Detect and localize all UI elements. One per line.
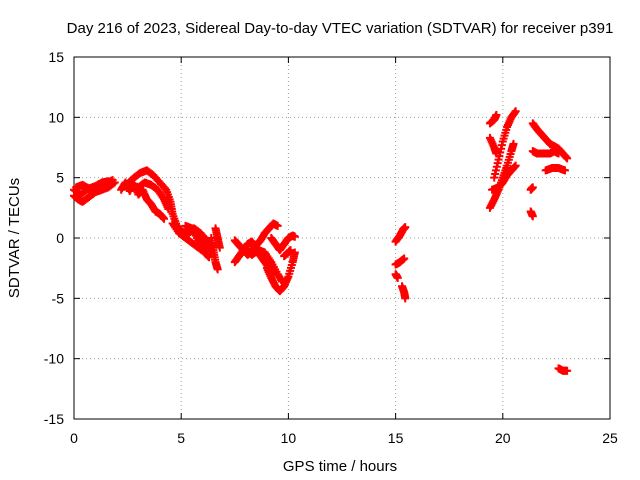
y-tick-label: 0 [56, 230, 64, 246]
data-point [104, 177, 113, 186]
y-tick-label: -10 [44, 351, 64, 367]
data-point [401, 223, 410, 232]
data-point [160, 214, 169, 223]
y-tick-label: 15 [48, 49, 64, 65]
data-point [563, 154, 572, 163]
data-point [401, 294, 410, 303]
data-point [273, 221, 282, 230]
data-point [215, 243, 224, 252]
x-tick-label: 15 [388, 430, 404, 446]
x-axis-label: GPS time / hours [283, 458, 397, 475]
y-axis-label: SDTVAR / TECUs [6, 178, 23, 298]
data-point [563, 366, 572, 375]
x-tick-label: 0 [70, 430, 78, 446]
y-tick-label: -15 [44, 411, 64, 427]
grid-lines [74, 57, 610, 419]
x-axis-ticks: 0 5 10 15 20 25 [70, 57, 618, 446]
data-point [213, 265, 222, 274]
y-axis-ticks: 15 10 5 0 -5 -10 -15 [44, 49, 610, 427]
data-points [70, 107, 572, 375]
data-point [511, 107, 520, 116]
data-point [290, 232, 299, 241]
y-tick-label: -5 [52, 290, 65, 306]
data-point [492, 110, 501, 119]
data-point [164, 205, 173, 214]
y-tick-label: 10 [48, 109, 64, 125]
chart-title: Day 216 of 2023, Sidereal Day-to-day VTE… [67, 20, 614, 37]
data-point [560, 166, 569, 175]
data-point [554, 149, 563, 158]
x-tick-label: 25 [602, 430, 618, 446]
data-point [400, 254, 409, 263]
data-point [509, 139, 518, 148]
x-tick-label: 20 [495, 430, 511, 446]
y-tick-label: 5 [56, 170, 64, 186]
data-point [528, 183, 537, 192]
data-point [528, 212, 537, 221]
data-point [286, 246, 295, 255]
data-point [110, 178, 119, 187]
x-tick-label: 5 [177, 430, 185, 446]
data-point [393, 273, 402, 282]
data-point [511, 161, 520, 170]
x-tick-label: 10 [281, 430, 297, 446]
